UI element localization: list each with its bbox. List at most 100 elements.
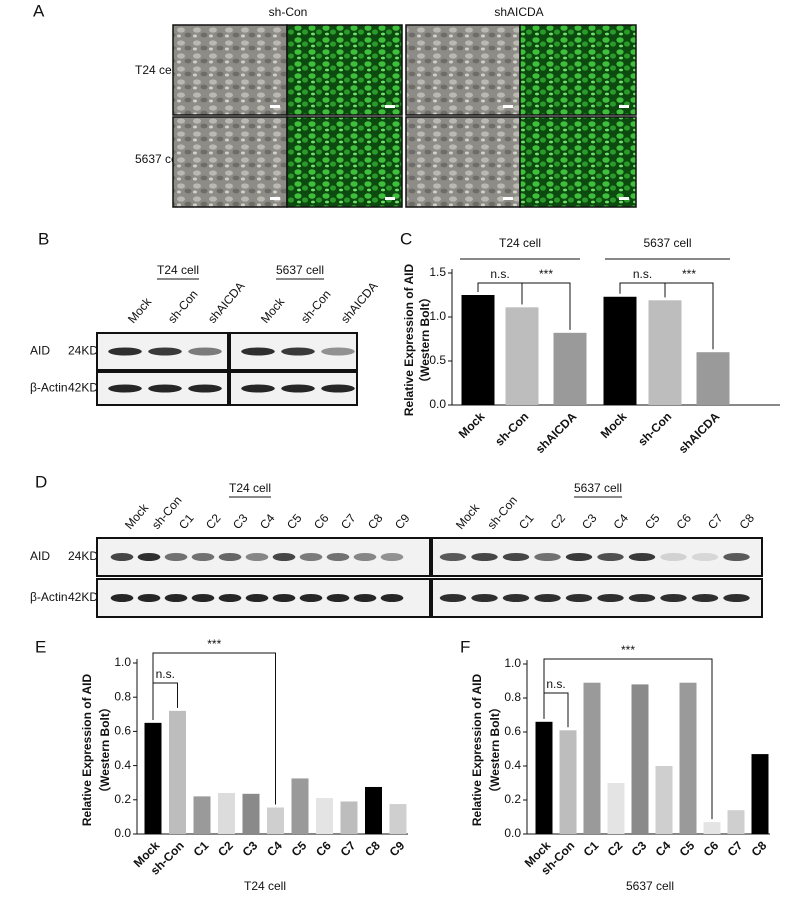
- y-tick-label: 1.0: [429, 309, 446, 323]
- band: [164, 553, 188, 561]
- x-axis-label: 5637 cell: [626, 879, 674, 893]
- lane-label: C4: [611, 511, 632, 532]
- lane-label: sh-Con: [298, 287, 334, 326]
- lane-label: Mock: [125, 294, 155, 326]
- band: [164, 594, 188, 602]
- scale-bar: [270, 197, 280, 200]
- bar: [603, 296, 637, 405]
- significance-bracket: [543, 658, 713, 820]
- band: [353, 553, 377, 561]
- y-tick-label: 0.6: [114, 724, 131, 738]
- x-tick-label: C5: [289, 838, 310, 859]
- x-tick-label: C8: [362, 838, 383, 859]
- bar: [505, 307, 539, 405]
- bar: [607, 783, 625, 834]
- bar: [242, 793, 260, 834]
- band: [597, 594, 624, 602]
- band: [380, 594, 404, 602]
- band: [326, 594, 350, 602]
- lane-label: C5: [642, 511, 663, 532]
- bar: [648, 300, 682, 405]
- band: [191, 594, 215, 602]
- lane-label: C2: [203, 511, 224, 532]
- scale-bar: [270, 105, 280, 108]
- bar: [696, 352, 730, 405]
- row-label: 5637 cell: [135, 152, 183, 166]
- significance-label: ***: [682, 267, 696, 281]
- y-tick-label: 0.5: [429, 353, 446, 367]
- significance-bracket: [619, 282, 666, 298]
- group-label: 5637 cell: [574, 481, 622, 495]
- significance-bracket: [521, 282, 571, 330]
- band: [691, 594, 719, 602]
- band: [108, 384, 142, 393]
- protein-label: β-Actin: [30, 381, 68, 395]
- y-axis-label: Relative Expression of AID: [402, 264, 416, 417]
- size-label: 24KD: [68, 344, 98, 358]
- band: [628, 594, 656, 602]
- bar: [583, 682, 601, 834]
- band: [353, 594, 377, 602]
- significance-label: n.s.: [490, 267, 509, 281]
- lane-label: C7: [338, 511, 359, 532]
- band: [108, 347, 142, 356]
- bar: [365, 786, 382, 834]
- scale-bar: [503, 105, 513, 108]
- size-label: 42KD: [68, 590, 98, 604]
- lane-label: sh-Con: [165, 287, 201, 326]
- lane-label: C7: [705, 511, 726, 532]
- lane-label: Mock: [122, 500, 152, 532]
- lane-label: C9: [392, 511, 413, 532]
- y-axis-sublabel: （Western Bolt）: [97, 701, 112, 799]
- x-tick-label: C2: [605, 838, 626, 859]
- significance-bracket: [152, 652, 276, 805]
- x-tick-label: Mock: [456, 409, 488, 441]
- bar: [193, 796, 211, 834]
- band: [137, 553, 161, 561]
- band: [534, 553, 561, 561]
- bar: [703, 822, 721, 834]
- micrographs: [172, 24, 637, 208]
- column-label: sh-Con: [269, 5, 308, 19]
- y-tick-label: 0.8: [114, 689, 131, 703]
- lane-label: sh-Con: [485, 493, 521, 532]
- bar: [267, 807, 284, 834]
- band: [110, 594, 134, 602]
- y-axis-sublabel: （Western Bolt）: [487, 701, 502, 799]
- bar: [679, 682, 697, 834]
- y-tick-label: 0.4: [504, 758, 521, 772]
- row-label: T24 cell: [135, 63, 177, 77]
- y-tick-label: 0.0: [429, 397, 446, 411]
- size-label: 24KD: [68, 549, 98, 563]
- bar: [559, 730, 577, 834]
- bar: [655, 766, 673, 834]
- y-axis-label: Relative Expression of AID: [470, 674, 484, 827]
- panel-label: F: [460, 637, 470, 656]
- band: [565, 553, 593, 561]
- band: [245, 553, 269, 561]
- band: [272, 594, 296, 602]
- significance-label: n.s.: [156, 667, 175, 681]
- x-tick-label: sh-Con: [635, 409, 674, 448]
- x-tick-label: C9: [387, 838, 408, 859]
- lane-label: C5: [284, 511, 305, 532]
- band: [148, 347, 182, 356]
- fluorescence-image: [286, 24, 403, 116]
- x-tick-label: C1: [581, 838, 602, 859]
- bar: [218, 792, 235, 834]
- x-tick-label: C3: [240, 838, 261, 859]
- scale-bar: [385, 105, 395, 108]
- band: [471, 594, 498, 602]
- protein-label: AID: [30, 549, 50, 563]
- x-tick-label: C1: [191, 838, 212, 859]
- band: [110, 553, 134, 561]
- band: [439, 553, 467, 561]
- column-label: shAICDA: [494, 5, 543, 19]
- band: [439, 594, 467, 602]
- lane-label: C3: [579, 511, 600, 532]
- lane-label: shAICDA: [205, 279, 247, 326]
- bar: [340, 801, 358, 834]
- y-axis-label: Relative Expression of AID: [80, 674, 94, 827]
- band: [299, 553, 323, 561]
